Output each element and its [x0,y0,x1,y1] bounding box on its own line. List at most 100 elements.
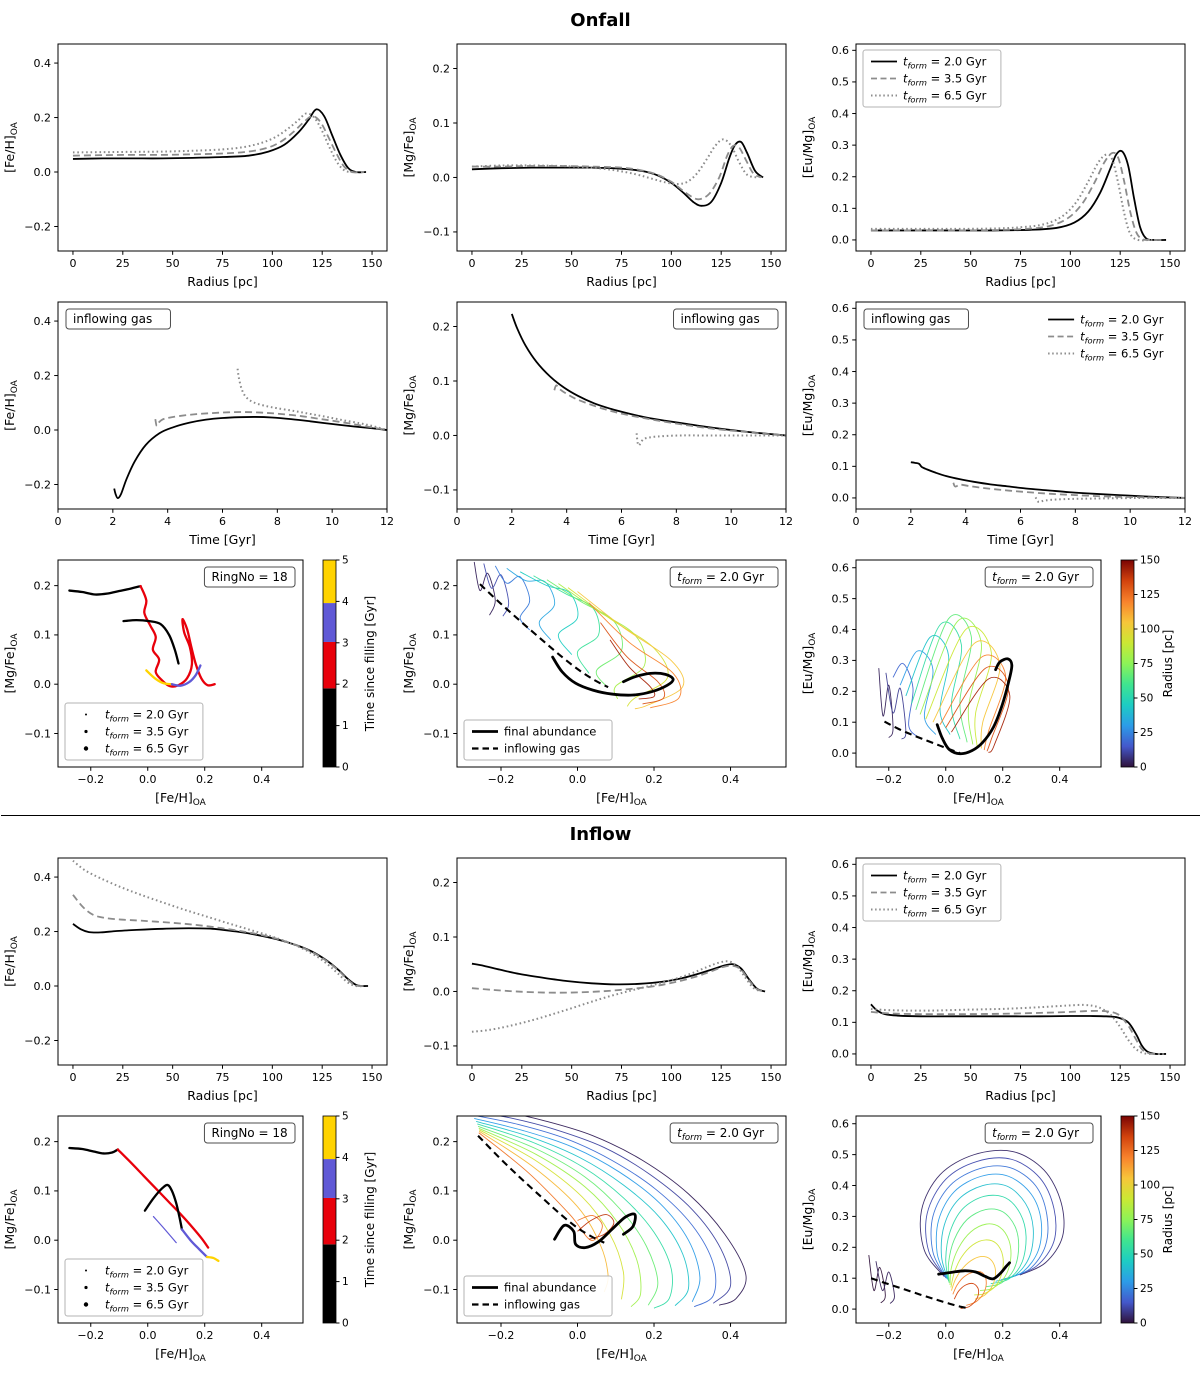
section-inflow: Inflow 0 25 50 75 100 125 150 −0.2 0.0 0.2 0.4 Radi… [1,824,1200,1365]
y-tick-label: −0.1 [423,484,450,497]
y-tick-label: 0.6 [832,1118,850,1131]
colorbar [1120,559,1135,768]
axes-frame [57,301,388,510]
annotation-box [669,1122,779,1144]
colorbar-tick-label: 5 [342,1111,349,1123]
colorbar-tick-label: 75 [1140,658,1153,670]
x-tick-label: 50 [565,257,579,270]
y-tick-label: 0.5 [832,76,850,89]
x-tick-label: 2 [907,515,914,528]
legend-entry-label: tform = 6.5 Gyr [903,89,987,105]
colorbar-tick-label: 100 [1140,624,1160,636]
x-tick-label: 150 [362,257,383,270]
plot-series-group [870,149,1167,242]
y-tick-label: 0.4 [832,921,850,934]
panel-row: 0 25 50 75 100 125 150 −0.2 0.0 0.2 0.4 Radius [pc]… [1,35,1200,293]
legend-entry-label: tform = 6.5 Gyr [105,742,189,758]
y-tick-label: 0.4 [832,365,850,378]
legend-entry-label: tform = 3.5 Gyr [105,1281,189,1297]
y-tick-label: 0.4 [34,57,52,70]
colorbar-tick-label: 4 [342,1152,349,1164]
x-tick-label: 10 [1123,515,1137,528]
y-tick-label: 0.3 [832,953,850,966]
colorbar-tick-label: 0 [342,1318,349,1330]
plot-canvas: 0 25 50 75 100 125 150 −0.2 0.0 0.2 0.4 Radius [pc]… [2,857,388,1103]
y-tick-label: 0.2 [34,579,52,592]
plot-series-group [471,960,766,1033]
axes-frame [456,1115,787,1324]
x-tick-label: 0.2 [645,773,663,786]
x-tick-label: 125 [1110,257,1131,270]
inflow-mgfe-vs-radius: 0 25 50 75 100 125 150 −0.1 0.0 0.1 0.2 Radius [pc]… [400,849,799,1107]
x-tick-label: 150 [1160,1071,1181,1084]
colorbar-tick-label: 3 [342,637,349,649]
y-tick-label: 0.0 [832,1048,850,1061]
x-tick-label: 150 [362,1071,383,1084]
y-tick-label: 0.0 [433,985,451,998]
x-axis-label: Radius [pc] [586,1088,656,1103]
colorbar-tick-label: 5 [342,555,349,567]
annotation-label: inflowing gas [681,312,760,326]
y-tick-label: 0.1 [832,202,850,215]
y-axis-label: [Eu/Mg]OA [800,116,818,178]
y-tick-label: 0.5 [832,592,850,605]
x-tick-label: −0.2 [875,773,902,786]
x-axis-label: [Fe/H]OA [953,1346,1004,1364]
x-axis-label: Radius [pc] [187,1088,257,1103]
onfall-eumg-vs-time: 0 2 4 6 8 10 12 0.0 0.1 0.2 0.3 0.4 0.5 0.6 Time [Gyr]… [799,293,1198,551]
y-tick-label: 0.2 [34,1135,52,1148]
axes-frame [456,301,787,510]
colorbar-label: Radius [pc] [1161,1186,1175,1254]
x-axis-label: Radius [pc] [985,1088,1055,1103]
colorbar-tick-label: 0 [1140,1318,1147,1330]
colorbar [1120,1115,1135,1324]
axes-frame [456,857,787,1066]
x-tick-label: −0.2 [488,1329,515,1342]
x-tick-label: 100 [1060,1071,1081,1084]
onfall-track-mgfe-feh: −0.2 0.0 0.2 0.4 −0.1 0.0 0.1 0.2 [Fe/H]OA [Mg/Fe… [1,551,400,809]
x-tick-label: 0.2 [645,1329,663,1342]
y-tick-label: 0.0 [34,424,52,437]
y-axis-label: [Mg/Fe]OA [2,1189,20,1250]
annotation-box [984,1122,1094,1144]
legend-box [64,1258,204,1317]
onfall-family-mgfe-feh: −0.2 0.0 0.2 0.4 −0.1 0.0 0.1 0.2 [Fe/H]OA [Mg/Fe… [400,551,799,809]
y-axis-label: [Mg/Fe]OA [401,375,419,436]
y-tick-label: 0.1 [433,629,451,642]
colorbar-tick-label: 125 [1140,589,1160,601]
onfall-family-eumg-feh: −0.2 0.0 0.2 0.4 0.0 0.1 0.2 0.3 0.4 0.5 0.6 [Fe/H]… [799,551,1198,809]
inflow-family-eumg-feh: −0.2 0.0 0.2 0.4 0.0 0.1 0.2 0.3 0.4 0.5 0.6 [Fe/H]… [799,1107,1198,1365]
y-tick-label: 0.0 [832,747,850,760]
legend-entry-label: tform = 6.5 Gyr [903,903,987,919]
y-tick-label: 0.2 [34,369,52,382]
y-tick-label: 0.0 [433,429,451,442]
x-tick-label: 0.4 [253,1329,271,1342]
x-tick-label: 50 [964,257,978,270]
y-tick-label: 0.1 [832,716,850,729]
y-axis-label: [Eu/Mg]OA [800,930,818,992]
x-tick-label: 100 [661,257,682,270]
y-axis-label: [Mg/Fe]OA [401,931,419,992]
x-tick-label: 125 [1110,1071,1131,1084]
annotation-label: tform = 2.0 Gyr [677,570,764,587]
x-tick-label: 10 [724,515,738,528]
y-tick-label: −0.1 [423,1040,450,1053]
legend-entry-label: final abundance [504,725,596,739]
x-tick-label: 0.0 [937,1329,955,1342]
legend-entry-label: tform = 2.0 Gyr [105,708,189,724]
y-tick-label: 0.3 [832,397,850,410]
annotation-box [669,566,779,588]
y-axis-label: [Mg/Fe]OA [401,1189,419,1250]
x-tick-label: 25 [515,257,529,270]
y-tick-label: 0.6 [832,302,850,315]
y-tick-label: 0.2 [34,111,52,124]
colorbar-tick-label: 50 [1140,1249,1153,1261]
y-tick-label: 0.6 [832,562,850,575]
x-axis-label: [Fe/H]OA [596,790,647,808]
panel-row: −0.2 0.0 0.2 0.4 −0.1 0.0 0.1 0.2 [Fe/H]OA [Mg/Fe… [1,1107,1200,1365]
x-tick-label: 0 [468,257,475,270]
x-tick-label: 8 [673,515,680,528]
y-axis-label: [Fe/H]OA [2,379,20,430]
x-axis-label: [Fe/H]OA [155,790,206,808]
